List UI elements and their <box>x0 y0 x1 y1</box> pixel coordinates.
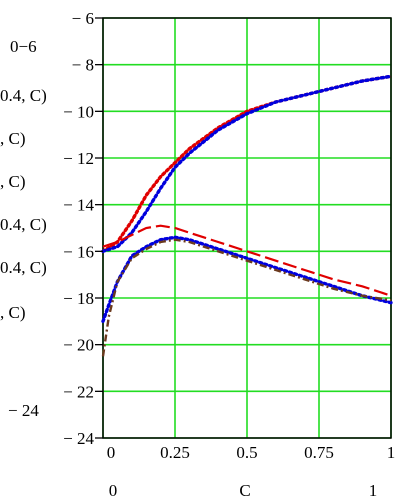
x-tick-label: 1 <box>387 443 396 462</box>
x-tick-label: 0.75 <box>304 443 334 462</box>
plot-frame <box>102 17 392 439</box>
y-tick-labels: − 6 − 8 − 10 − 12 − 14 − 16 − 18 − 20 − 22 − 24 <box>63 9 103 448</box>
y-tick-label: − 6 <box>72 9 94 28</box>
y-tick-label: − 24 <box>63 429 94 448</box>
y-tick-label: − 14 <box>63 196 94 215</box>
x-axis-left-label: 0 <box>109 481 118 500</box>
series-layer <box>101 74 393 357</box>
left-cutoff-label: 0.4, C) <box>0 86 47 105</box>
y-axis-top-label: 0−6 <box>10 37 37 56</box>
left-cutoff-label: 0.4, C) <box>0 258 47 277</box>
x-tick-label: 0 <box>107 443 116 462</box>
series-line <box>101 74 393 254</box>
x-tick-label: 0.5 <box>236 443 257 462</box>
x-tick-labels: 0 0.25 0.5 0.75 1 <box>107 443 396 462</box>
y-tick-label: − 20 <box>63 336 94 355</box>
y-tick-label: − 18 <box>63 289 94 308</box>
left-cutoff-label: 0.4, C) <box>0 215 47 234</box>
series-line <box>101 238 392 357</box>
y-tick-label: − 16 <box>63 242 94 261</box>
x-tick-label: 0.25 <box>160 443 190 462</box>
x-axis-label: C <box>239 481 250 500</box>
y-tick-label: − 10 <box>63 102 94 121</box>
left-cutoff-label: , C) <box>0 303 26 322</box>
y-tick-label: − 12 <box>63 149 94 168</box>
left-cutoff-labels: 0.4, C) , C) , C) 0.4, C) 0.4, C) , C) <box>0 86 47 322</box>
left-cutoff-label: , C) <box>0 172 26 191</box>
y-tick-label: − 8 <box>72 56 94 75</box>
y-axis-bottom-label: − 24 <box>8 401 39 420</box>
left-cutoff-label: , C) <box>0 129 26 148</box>
x-axis-right-label: 1 <box>369 481 378 500</box>
y-tick-label: − 22 <box>63 382 94 401</box>
series-line <box>102 224 392 297</box>
